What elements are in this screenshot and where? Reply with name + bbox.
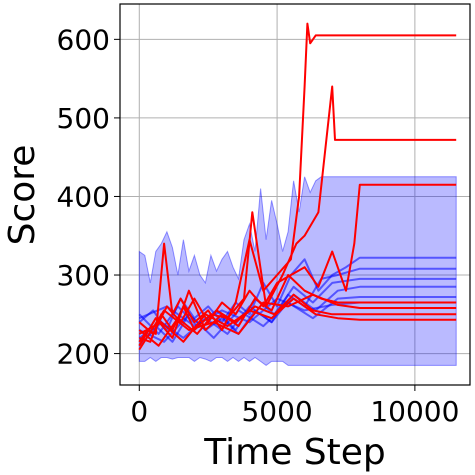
x-axis-title: Time Step (203, 432, 386, 473)
y-axis-title: Score (2, 145, 43, 246)
y-tick-label: 300 (57, 259, 110, 292)
y-axis-ticks: 200 300 400 500 600 (57, 23, 120, 371)
x-tick-label: 5000 (241, 395, 312, 428)
x-axis-ticks: 0 5000 10000 (130, 385, 459, 428)
y-tick-label: 400 (57, 180, 110, 213)
red-series-line (138, 22, 457, 343)
red-series-line (138, 297, 457, 343)
x-tick-label: 10000 (370, 395, 459, 428)
y-tick-label: 600 (57, 23, 110, 56)
y-tick-label: 500 (57, 102, 110, 135)
plot-frame (119, 3, 471, 386)
y-tick-label: 200 (57, 338, 110, 371)
red-series-line (138, 293, 457, 351)
x-tick-label: 0 (130, 395, 148, 428)
red-series-line (138, 293, 457, 347)
red-series-group (138, 22, 457, 351)
grid (120, 4, 470, 385)
red-series-line (138, 85, 457, 343)
